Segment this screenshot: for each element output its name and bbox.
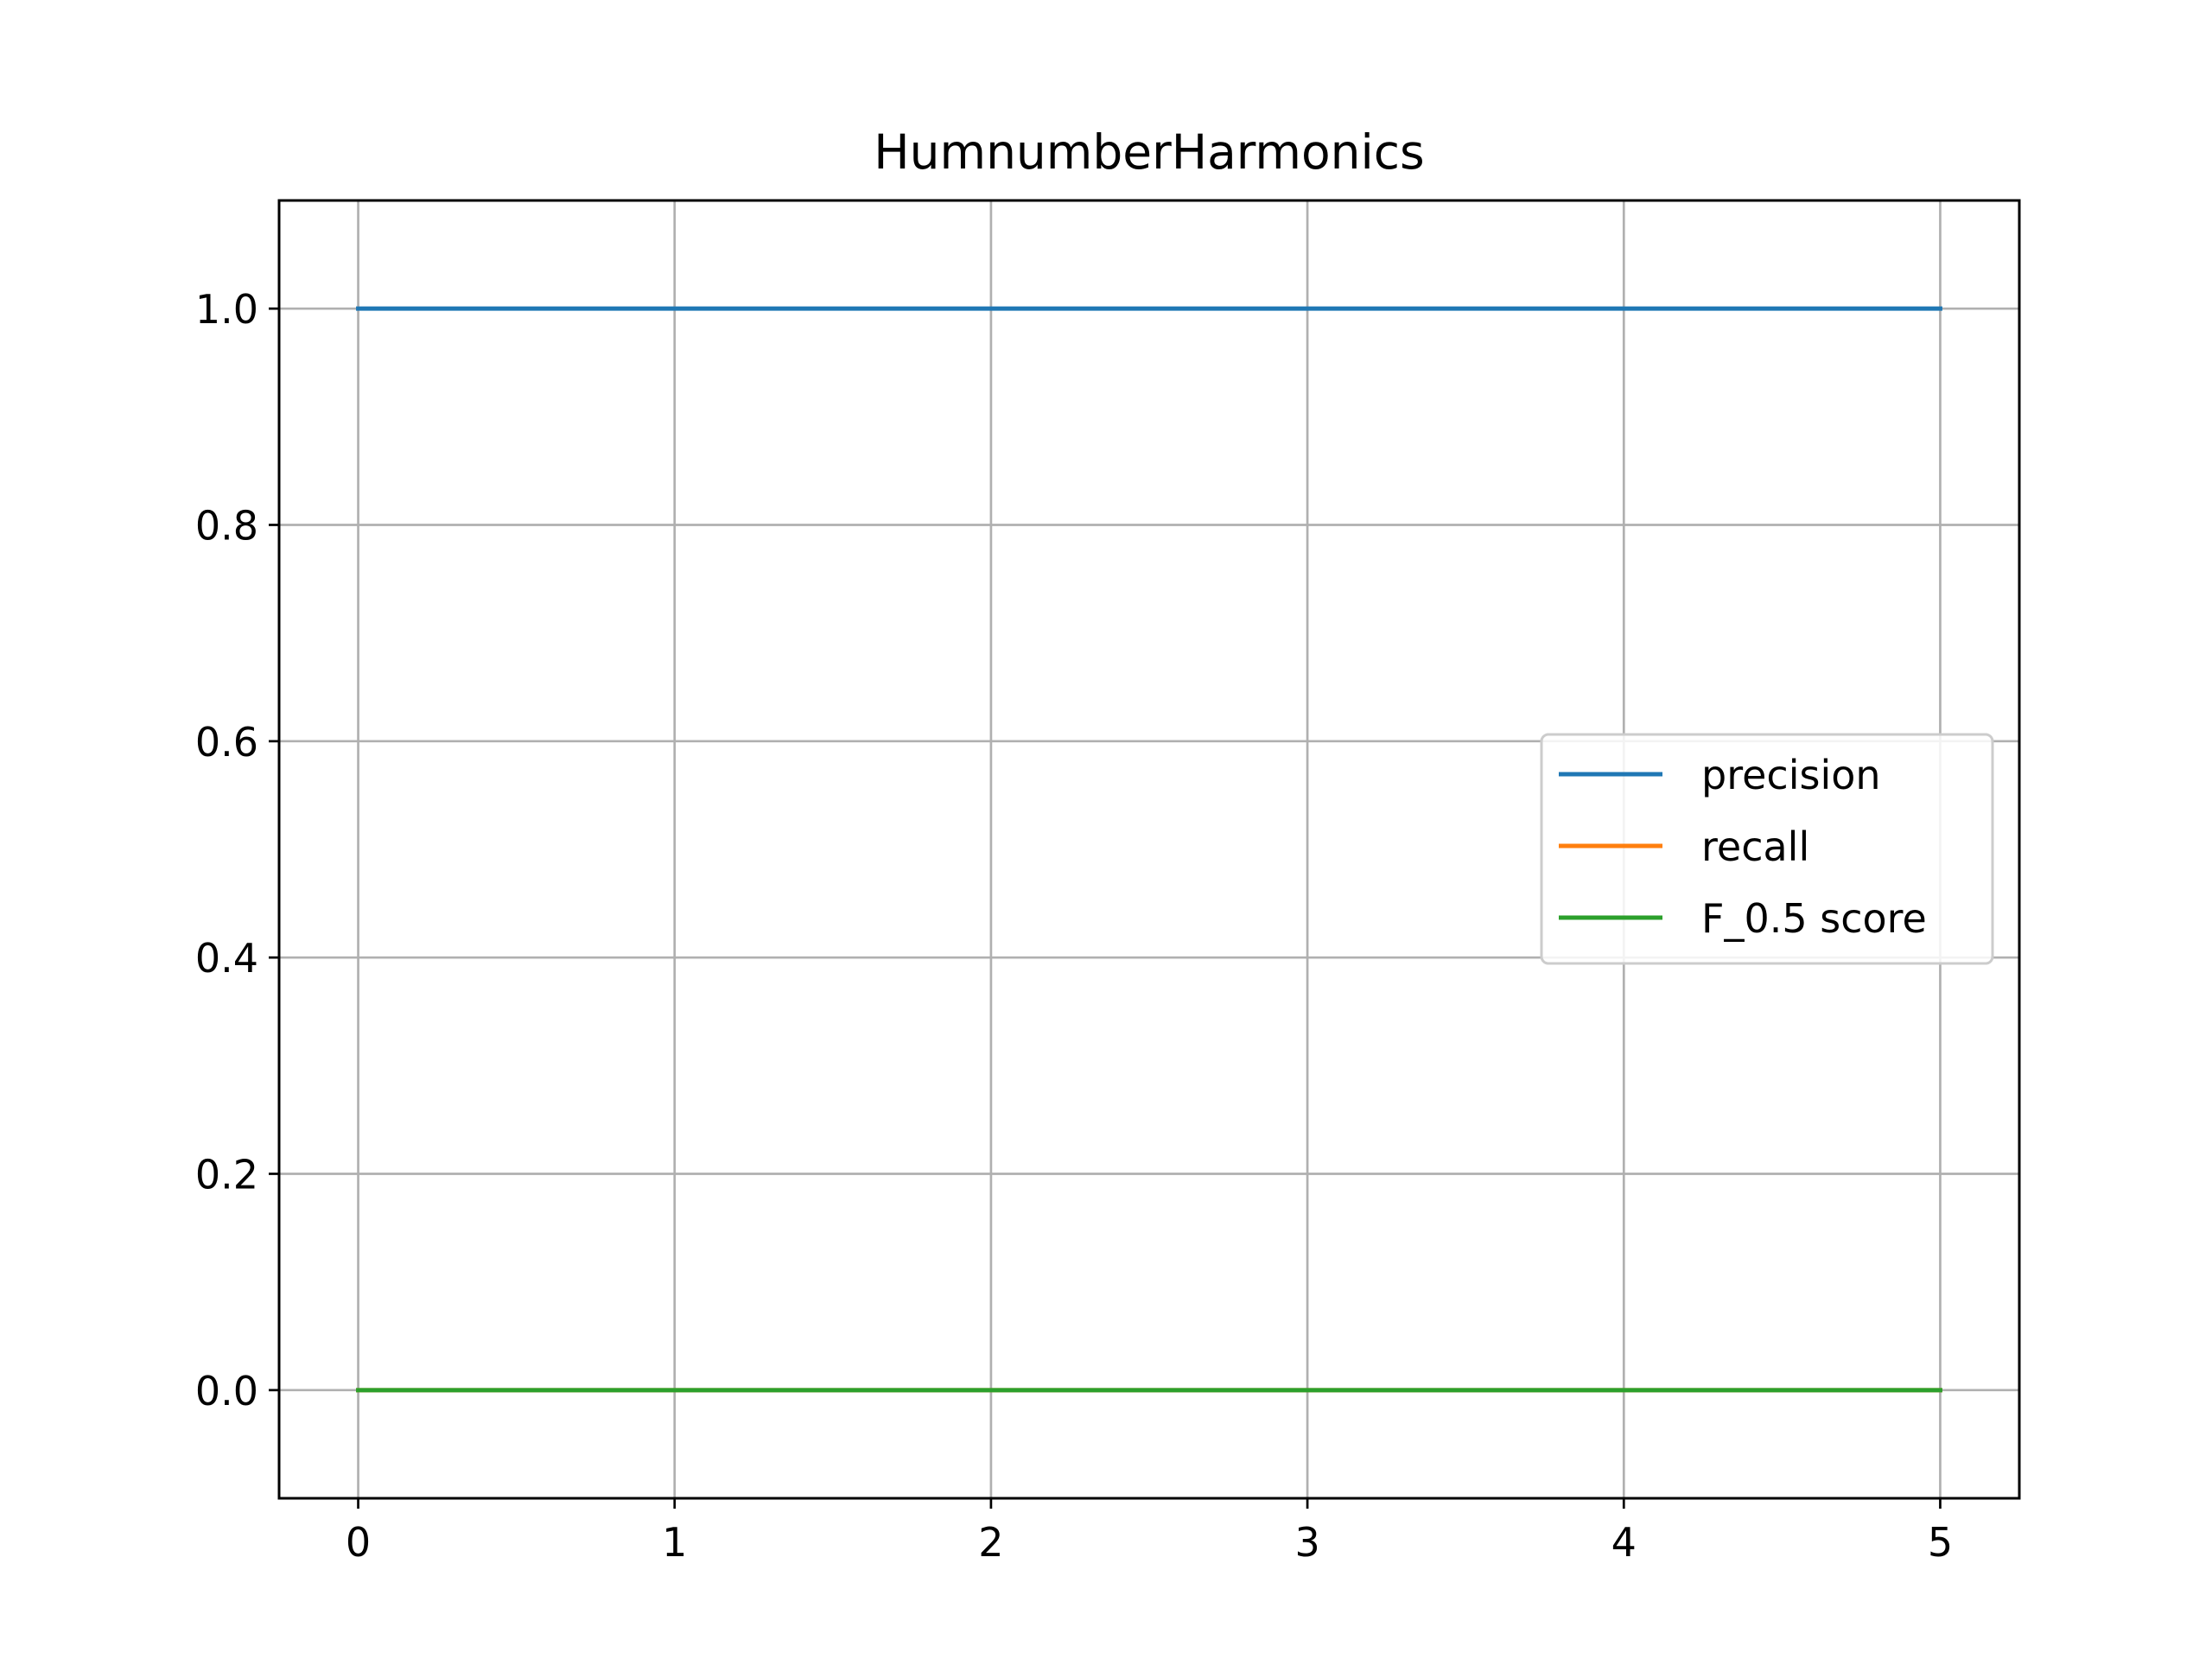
series-lines bbox=[356, 306, 1942, 1393]
x-tick-label: 1 bbox=[662, 1519, 687, 1566]
axis-ticks: 0 1 2 3 4 5 0.0 0.2 0.4 0.6 0.8 1.0 bbox=[195, 286, 1953, 1566]
y-tick-label: 0.0 bbox=[195, 1368, 258, 1414]
chart-title: HumnumberHarmonics bbox=[874, 124, 1424, 180]
legend: precision recall F_0.5 score bbox=[1540, 733, 1994, 965]
y-tick-label: 0.2 bbox=[195, 1152, 258, 1198]
legend-label-2: F_0.5 score bbox=[1701, 895, 1927, 942]
y-tick-label: 1.0 bbox=[195, 286, 258, 333]
x-tick-label: 4 bbox=[1611, 1519, 1637, 1566]
x-tick-label: 0 bbox=[346, 1519, 371, 1566]
y-tick-label: 0.6 bbox=[195, 719, 258, 766]
x-tick-label: 5 bbox=[1928, 1519, 1953, 1566]
y-tick-label: 0.8 bbox=[195, 503, 258, 550]
x-tick-label: 2 bbox=[978, 1519, 1003, 1566]
legend-box bbox=[1540, 733, 1994, 965]
legend-label-0: precision bbox=[1701, 752, 1881, 798]
plot-area-frame bbox=[277, 199, 2021, 1500]
legend-label-1: recall bbox=[1701, 823, 1809, 870]
x-tick-label: 3 bbox=[1294, 1519, 1319, 1566]
y-tick-label: 0.4 bbox=[195, 935, 258, 982]
